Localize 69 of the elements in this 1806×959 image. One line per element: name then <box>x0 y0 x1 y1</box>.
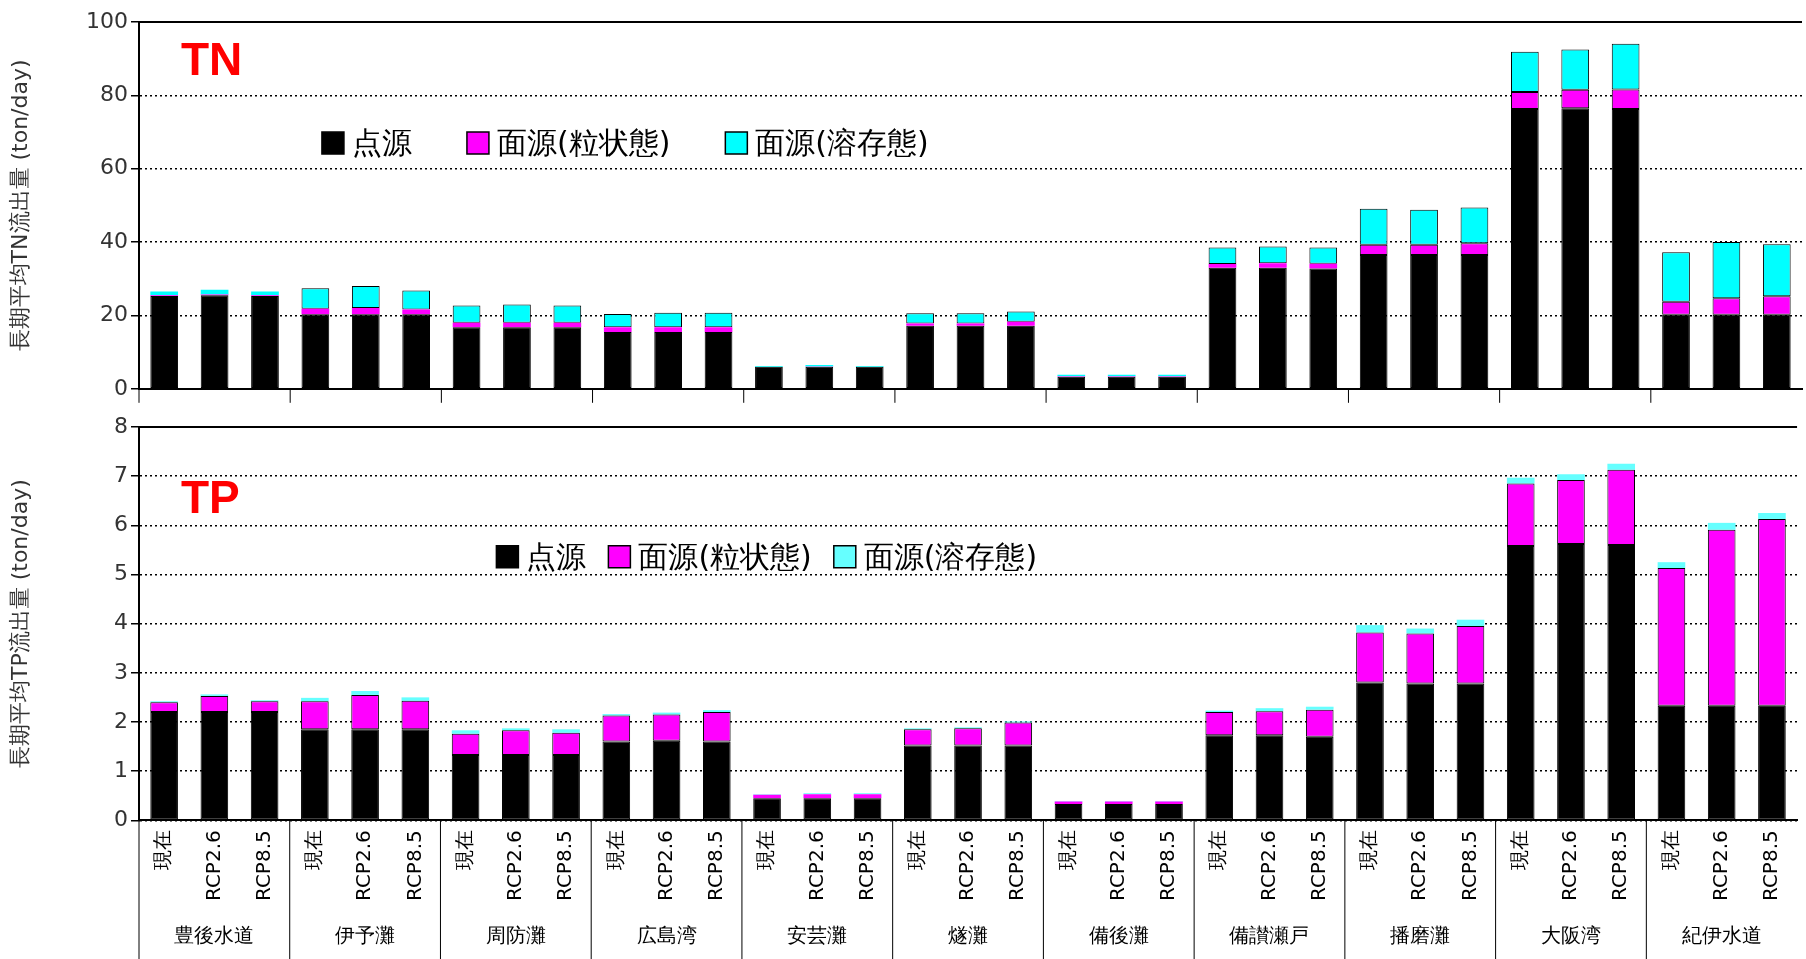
text: 周防灘 <box>485 923 546 948</box>
x-tick-label: 現在 <box>903 830 928 871</box>
text: 播磨灘 <box>1390 923 1451 948</box>
text: 燧灘 <box>948 923 989 948</box>
x-tick-label: 現在 <box>1205 830 1230 871</box>
x-tick-label: RCP8.5 <box>1607 830 1632 901</box>
y-tick-label: 7 <box>114 461 128 487</box>
x-tick-label: RCP8.5 <box>552 830 577 901</box>
x-tick-label: RCP8.5 <box>250 830 275 901</box>
chart-title: TN <box>181 33 243 86</box>
x-tick-label: RCP8.5 <box>1004 830 1029 901</box>
x-tick-label: RCP2.6 <box>1707 830 1732 901</box>
legend-label: 面源(溶存態) <box>863 538 1038 574</box>
x-tick-label: RCP2.6 <box>652 830 677 901</box>
x-tick-label: RCP2.6 <box>351 830 376 901</box>
x-tick-label: RCP2.6 <box>200 830 225 901</box>
x-tick-label: 現在 <box>602 830 627 871</box>
legend-label: 面源(粒状態) <box>496 124 671 160</box>
x-tick-label: RCP2.6 <box>803 830 828 901</box>
x-tick-label: RCP8.5 <box>1305 830 1330 901</box>
text: 安芸灘 <box>787 923 848 948</box>
x-tick-label: 現在 <box>301 830 326 871</box>
x-tick-label: RCP8.5 <box>1758 830 1783 901</box>
y-tick-label: 20 <box>100 301 128 327</box>
text: 豊後水道 <box>174 923 255 948</box>
text: 大阪湾 <box>1540 923 1601 948</box>
text: 広島湾 <box>636 923 697 948</box>
x-tick-label: 現在 <box>451 830 476 871</box>
x-tick-label: 現在 <box>1356 830 1381 871</box>
y-tick-label: 40 <box>100 227 128 253</box>
x-tick-label: RCP2.6 <box>1255 830 1280 901</box>
x-tick-label: RCP2.6 <box>502 830 527 901</box>
x-tick-label: RCP2.6 <box>1406 830 1431 901</box>
x-tick-label: RCP2.6 <box>954 830 979 901</box>
x-tick-label: 現在 <box>1054 830 1079 871</box>
y-tick-label: 80 <box>100 81 128 107</box>
y-tick-label: 5 <box>114 560 128 586</box>
text: 備讃瀬戸 <box>1229 923 1310 948</box>
y-tick-label: 3 <box>114 658 128 684</box>
y-axis-title: 長期平均TP流出量 (ton/day) <box>6 479 32 769</box>
y-tick-label: 60 <box>100 154 128 180</box>
y-tick-label: 0 <box>114 374 128 400</box>
y-tick-label: 1 <box>114 756 128 782</box>
y-axis-title: 長期平均TN流出量 (ton/day) <box>6 59 32 352</box>
legend-label: 面源(溶存態) <box>755 124 929 160</box>
legend-label: 面源(粒状態) <box>638 538 812 574</box>
x-tick-label: RCP8.5 <box>1456 830 1481 901</box>
x-tick-label: 現在 <box>1657 830 1682 871</box>
text: 伊予灘 <box>335 923 396 948</box>
x-tick-label: RCP8.5 <box>703 830 728 901</box>
y-tick-label: 0 <box>114 805 128 831</box>
x-tick-label: 現在 <box>1506 830 1531 871</box>
text: TP <box>181 471 240 524</box>
y-tick-label: 8 <box>114 412 128 438</box>
x-tick-label: RCP8.5 <box>1155 830 1180 901</box>
text: 紀伊水道 <box>1681 923 1762 948</box>
y-tick-label: 4 <box>114 609 128 635</box>
x-tick-label: 現在 <box>753 830 778 871</box>
y-tick-label: 6 <box>114 511 128 537</box>
y-tick-label: 2 <box>114 707 128 733</box>
y-tick-label: 100 <box>86 7 128 33</box>
x-tick-label: 現在 <box>150 830 175 871</box>
legend-label: 点源 <box>351 124 412 160</box>
text: 備後灘 <box>1088 923 1149 948</box>
x-tick-label: RCP8.5 <box>401 830 426 901</box>
x-tick-label: RCP8.5 <box>853 830 878 901</box>
x-tick-label: RCP2.6 <box>1104 830 1129 901</box>
x-tick-label: RCP2.6 <box>1557 830 1582 901</box>
legend-label: 点源 <box>526 538 587 574</box>
